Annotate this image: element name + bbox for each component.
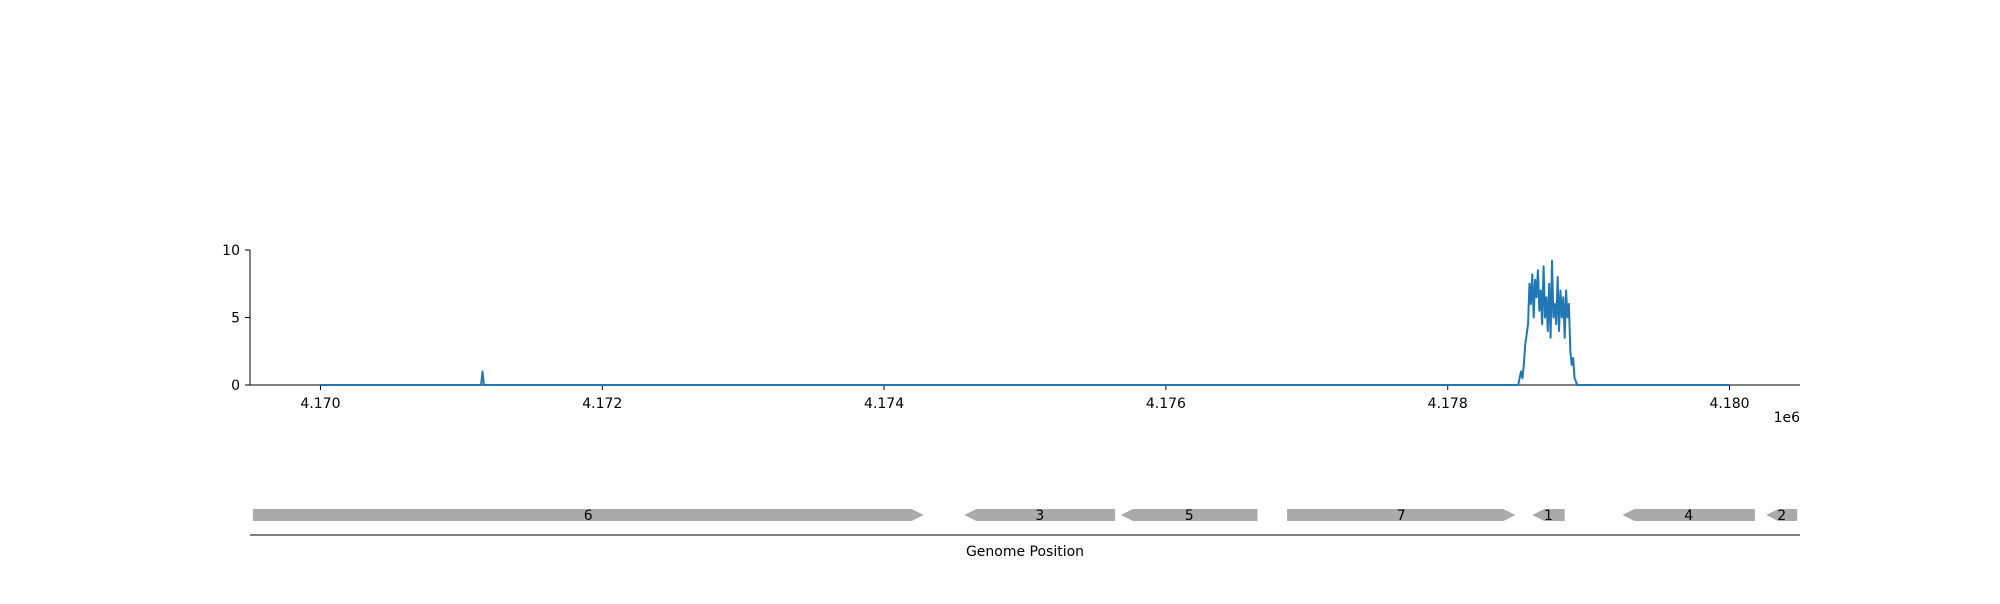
x-tick-label: 4.180 bbox=[1709, 396, 1749, 412]
gene-feature-label: 7 bbox=[1397, 508, 1406, 524]
gene-map: 6 3 5 7 1 4 2 Genome Position bbox=[250, 508, 1800, 560]
y-tick-label: 0 bbox=[231, 378, 240, 394]
gene-feature-label: 3 bbox=[1035, 508, 1044, 524]
coverage-plot: 0 5 10 4.170 4.172 4.174 4.176 4.178 4.180 1e6 bbox=[222, 243, 1800, 426]
gene-feature-label: 2 bbox=[1777, 508, 1786, 524]
x-tick-label: 4.176 bbox=[1146, 396, 1186, 412]
x-tick-label: 4.172 bbox=[582, 396, 622, 412]
gene-feature-arrow bbox=[964, 509, 1116, 521]
y-tick-label: 5 bbox=[231, 311, 240, 327]
coverage-series-line bbox=[320, 259, 1730, 386]
gene-feature-arrow bbox=[252, 509, 924, 521]
gene-feature-label: 4 bbox=[1684, 508, 1693, 524]
gene-feature-label: 6 bbox=[584, 508, 593, 524]
gene-feature-arrow bbox=[1287, 509, 1516, 521]
x-tick-label: 4.178 bbox=[1428, 396, 1468, 412]
x-tick-label: 4.174 bbox=[864, 396, 904, 412]
x-axis-label: Genome Position bbox=[966, 544, 1084, 560]
gene-feature-arrow bbox=[1120, 509, 1258, 521]
gene-feature-label: 1 bbox=[1544, 508, 1553, 524]
gene-feature-arrow bbox=[1532, 509, 1565, 521]
x-tick-label: 4.170 bbox=[300, 396, 340, 412]
x-offset-label: 1e6 bbox=[1774, 410, 1801, 426]
gene-feature-label: 5 bbox=[1185, 508, 1194, 524]
y-tick-label: 10 bbox=[222, 243, 240, 259]
gene-feature-arrow bbox=[1766, 509, 1798, 521]
gene-feature-arrow bbox=[1622, 509, 1755, 521]
